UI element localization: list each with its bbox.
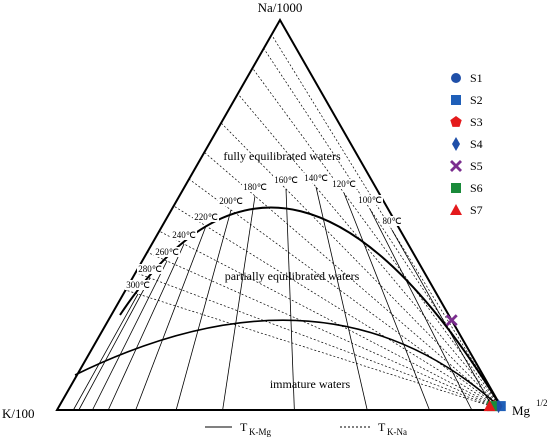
label-bg [331, 179, 357, 189]
legend-label: S3 [470, 115, 483, 129]
k-na-isotherm [135, 272, 504, 411]
legend-marker [452, 137, 460, 151]
legend-line-sub: K-Na [387, 427, 407, 437]
isotherm-label: 300℃ [126, 280, 150, 290]
k-mg-isotherm [175, 209, 232, 411]
isotherm-label: 280℃ [138, 264, 162, 274]
isotherm-label: 80℃ [382, 216, 401, 226]
isotherm-label: 200℃ [219, 196, 243, 206]
label-bg [273, 175, 299, 185]
label-bg [154, 247, 180, 257]
legend-label: S7 [470, 203, 483, 217]
legend-line-label: T [240, 420, 248, 434]
isotherm-label: 140℃ [304, 173, 328, 183]
legend-marker [451, 73, 461, 83]
k-mg-isotherm [78, 277, 151, 411]
legend-marker [450, 204, 462, 215]
k-na-isotherm [237, 93, 504, 411]
legend-marker [450, 160, 462, 172]
legend-line-sub: K-Mg [249, 427, 271, 437]
k-na-isotherm [204, 152, 504, 411]
corner-left: K/100 [2, 406, 35, 421]
legend-label: S1 [470, 71, 483, 85]
label-bg [303, 173, 329, 183]
point [483, 400, 496, 412]
corner-right-sup: 1/2 [536, 398, 548, 408]
k-na-isotherm [159, 230, 504, 411]
legend-marker [451, 183, 461, 193]
label-bg [357, 195, 383, 205]
k-mg-isotherm [222, 195, 256, 411]
region-label: partially equilibrated waters [225, 269, 360, 283]
k-mg-isotherm [107, 243, 185, 411]
isotherm-label: 260℃ [155, 247, 179, 257]
point [445, 314, 458, 327]
k-na-isotherm [147, 251, 504, 411]
k-na-isotherm [125, 289, 504, 411]
triangle [55, 17, 505, 411]
label-bg [137, 264, 163, 274]
isotherm-label: 160℃ [274, 175, 298, 185]
k-mg-isotherm [285, 188, 295, 411]
k-na-isotherm [173, 205, 504, 411]
label-bg [218, 196, 244, 206]
k-na-isotherm [220, 122, 504, 411]
k-na-isotherm [252, 67, 504, 411]
legend-marker [450, 116, 462, 127]
k-mg-isotherm [73, 293, 139, 411]
isotherm-label: 180℃ [243, 182, 267, 192]
legend-label: S5 [470, 159, 483, 173]
legend-marker [451, 95, 461, 105]
label-bg [193, 212, 219, 222]
k-na-isotherm [188, 178, 504, 411]
corner-right: Mg [512, 403, 531, 418]
legend-label: S2 [470, 93, 483, 107]
legend-label: S6 [470, 181, 483, 195]
k-mg-isotherm [92, 260, 168, 411]
label-bg [171, 230, 197, 240]
isotherm-label: 240℃ [172, 230, 196, 240]
k-mg-isotherm [315, 186, 368, 411]
partial-equilibrium-curve [74, 319, 504, 411]
k-mg-isotherm [135, 225, 207, 411]
isotherm-label: 220℃ [194, 212, 218, 222]
isotherm-label: 100℃ [358, 195, 382, 205]
legend-line-label: T [378, 420, 386, 434]
legend-label: S4 [470, 137, 483, 151]
label-bg [242, 182, 268, 192]
k-mg-isotherm [343, 192, 430, 411]
k-na-isotherm [263, 48, 504, 411]
region-label: fully equilibrated waters [223, 149, 341, 163]
label-bg [125, 280, 151, 290]
label-bg [379, 216, 405, 226]
corner-top: Na/1000 [258, 0, 303, 15]
region-label: immature waters [270, 377, 351, 391]
isotherm-label: 120℃ [332, 179, 356, 189]
k-mg-isotherm [369, 208, 473, 411]
